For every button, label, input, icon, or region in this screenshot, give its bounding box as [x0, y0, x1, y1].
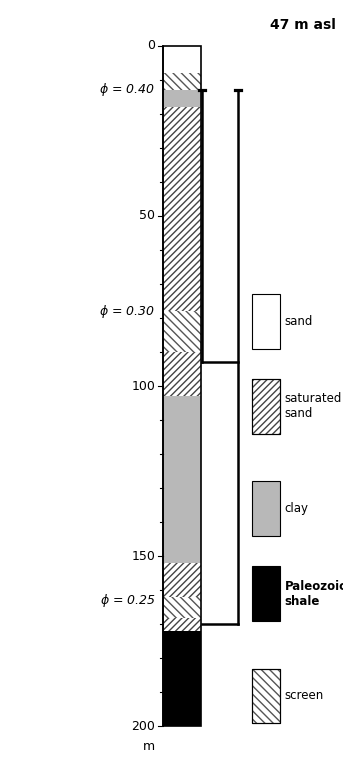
Bar [164, 597, 201, 618]
Bar [251, 566, 280, 621]
Bar [251, 379, 280, 434]
Text: 47 m asl: 47 m asl [270, 19, 336, 33]
Bar [164, 352, 201, 397]
Bar [251, 379, 280, 434]
Bar [251, 379, 280, 434]
Text: 0: 0 [147, 39, 155, 52]
Text: 100: 100 [131, 379, 155, 393]
Bar [164, 618, 201, 631]
Bar [164, 352, 201, 397]
Bar [164, 311, 201, 352]
Bar [251, 669, 280, 723]
Bar [164, 631, 201, 726]
Bar [164, 90, 201, 107]
Bar [164, 107, 201, 311]
Bar [164, 73, 201, 90]
Bar [251, 481, 280, 536]
Text: m: m [143, 740, 155, 753]
Text: sand: sand [285, 315, 313, 328]
Bar [164, 107, 201, 311]
Text: $\phi$ = 0.40: $\phi$ = 0.40 [99, 81, 155, 99]
Text: Paleozoic
shale: Paleozoic shale [285, 580, 343, 608]
Text: $\phi$ = 0.30: $\phi$ = 0.30 [99, 303, 155, 320]
Text: 150: 150 [131, 549, 155, 563]
Bar [251, 669, 280, 723]
Text: clay: clay [285, 502, 309, 515]
Bar [251, 294, 280, 348]
Bar [164, 73, 201, 90]
Bar [164, 46, 201, 726]
Text: saturated
sand: saturated sand [285, 393, 342, 421]
Bar [164, 311, 201, 352]
Bar [251, 669, 280, 723]
Bar [164, 563, 201, 597]
Text: screen: screen [285, 689, 324, 702]
Bar [164, 597, 201, 618]
Bar [164, 397, 201, 563]
Bar [164, 563, 201, 597]
Bar [164, 46, 201, 73]
Text: 50: 50 [139, 210, 155, 223]
Text: $\phi$ = 0.25: $\phi$ = 0.25 [100, 592, 155, 609]
Bar [164, 618, 201, 631]
Text: 200: 200 [131, 720, 155, 733]
